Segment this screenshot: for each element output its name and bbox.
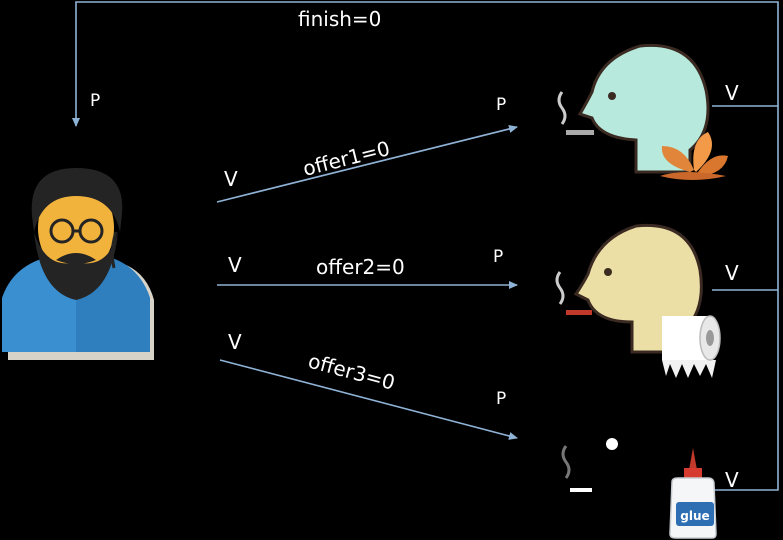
paper-roll-icon: [662, 315, 721, 378]
smoker1-avatar: [557, 43, 728, 180]
smoker1-cigarette: [566, 130, 594, 135]
return-bus-line: [712, 105, 779, 491]
glue-bottle-icon: glue: [669, 448, 717, 539]
smoker2-eye: [604, 268, 612, 276]
smoker3-smoke: [561, 445, 571, 479]
offer1-v-label: V: [224, 167, 238, 191]
agent-avatar: [2, 168, 154, 360]
smoker2-avatar: [555, 223, 721, 378]
smoker2-cigarette: [566, 310, 592, 315]
offer1-arrow: [216, 125, 518, 203]
agent-beard: [34, 232, 118, 300]
feedback-loop: [72, 1, 779, 491]
tobacco-leaves-icon: [660, 132, 728, 180]
finish-loop-line: [72, 1, 779, 127]
offer1-p-label: P: [496, 95, 506, 115]
agent-hair: [31, 168, 123, 232]
smoker3-cigarette: [570, 488, 592, 492]
loop-label: finish=0: [298, 7, 381, 31]
offer3-label: offer3=0: [306, 349, 398, 395]
offer3-arrow: [219, 359, 518, 440]
smoker3-v-label: V: [725, 468, 739, 492]
offer2-p-label: P: [493, 247, 503, 267]
offer3-p-label: P: [496, 389, 506, 409]
smoker1-v-label: V: [725, 81, 739, 105]
smoker3-eye: [606, 438, 618, 450]
smoker3-head: [578, 390, 702, 489]
glue-label: glue: [680, 509, 709, 523]
agent-mustache: [56, 253, 96, 264]
agent-sideburn: [110, 231, 118, 269]
offer3-v-label: V: [228, 330, 242, 354]
smoker1-eye: [608, 92, 616, 100]
smoker2-v-label: V: [725, 261, 739, 285]
smoker1-head: [577, 43, 710, 174]
smoker3-avatar: glue: [561, 390, 717, 539]
agent-face: [38, 180, 114, 276]
smoker2-smoke: [555, 271, 565, 305]
smoker1-smoke: [557, 91, 567, 125]
offer2-label: offer2=0: [316, 255, 405, 279]
offer2-v-label: V: [228, 253, 242, 277]
agent-p-label: P: [90, 91, 100, 111]
offer1-label: offer1=0: [300, 136, 392, 181]
